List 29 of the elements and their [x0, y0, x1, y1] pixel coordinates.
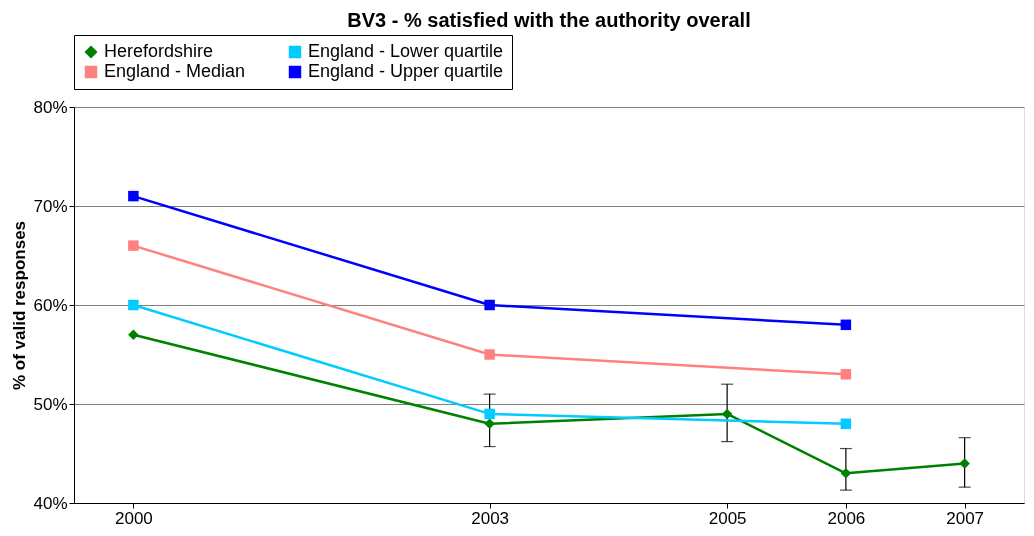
y-tick-label: 80%: [33, 97, 68, 117]
point: [484, 418, 495, 430]
point: [484, 349, 495, 360]
x-tick-label: 2005: [708, 508, 747, 528]
y-tick-label: 50%: [33, 394, 68, 414]
point: [840, 369, 852, 380]
point: [128, 240, 139, 251]
point: [840, 319, 852, 331]
x-tick-label: 2006: [827, 508, 866, 528]
point: [484, 299, 495, 311]
x-tick-label: 2003: [471, 508, 510, 528]
point: [128, 190, 139, 202]
chart-title: BV3 - % satisfied with the authority overall: [347, 8, 751, 31]
point: [484, 408, 495, 420]
point: [840, 418, 852, 430]
legend-label: England - Upper quartile: [308, 61, 504, 81]
y-axis-title: % of valid responses: [10, 220, 30, 391]
point: [128, 329, 139, 340]
point: [840, 468, 852, 479]
legend-label: Herefordshire: [104, 41, 214, 61]
y-tick-label: 40%: [33, 493, 68, 513]
legend-label: England - Lower quartile: [308, 41, 504, 61]
legend-label: England - Median: [104, 61, 246, 81]
y-tick-label: 60%: [33, 295, 68, 315]
y-tick-label: 70%: [33, 196, 68, 216]
x-tick-label: 2000: [114, 508, 153, 528]
point: [959, 458, 970, 469]
point: [128, 299, 139, 311]
x-tick-label: 2007: [946, 508, 985, 528]
